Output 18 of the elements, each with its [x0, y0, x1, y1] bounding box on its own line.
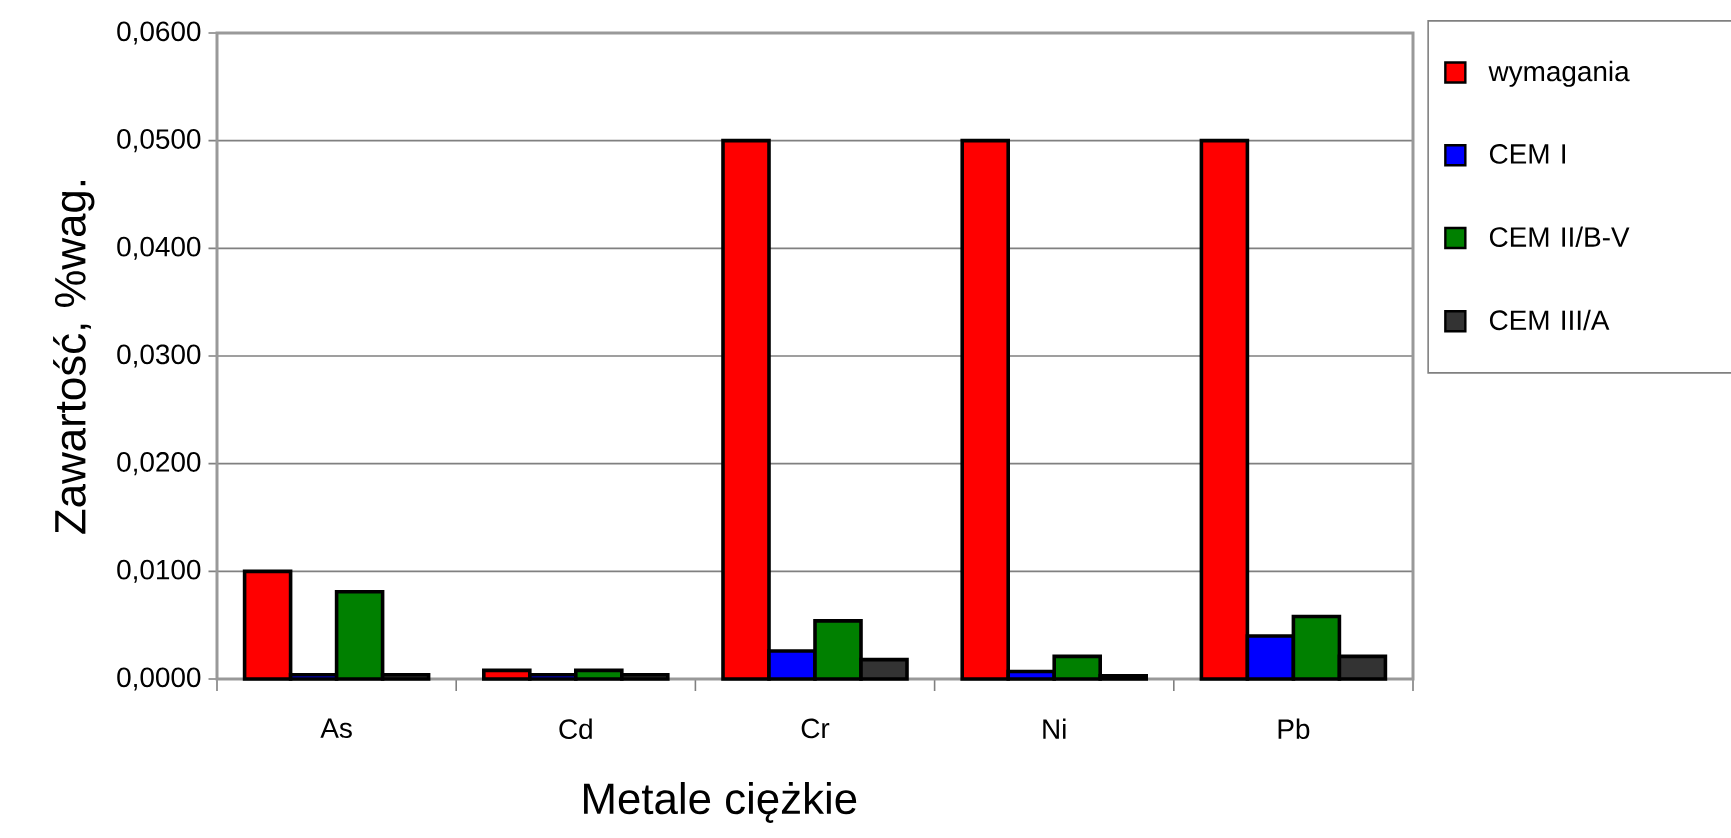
y-axis-title: Zawartość, %wag. [53, 181, 95, 534]
y-tick-label: 0,0100 [117, 559, 201, 583]
x-tick-label: Ni [1043, 718, 1066, 739]
y-tick-label: 0,0600 [117, 21, 201, 45]
y-tick-label: 0,0400 [117, 236, 201, 260]
legend-label: CEM III/A [1489, 309, 1610, 331]
legend-label: CEM I [1489, 144, 1565, 164]
y-tick-label: 0,0000 [117, 667, 201, 691]
y-tick-label: 0,0300 [117, 344, 201, 368]
x-tick-label: Cr [801, 718, 830, 739]
x-axis-title: Metale ciężkie [584, 782, 857, 823]
x-tick-label: Cd [559, 718, 592, 740]
legend-label: wymagania [1488, 60, 1630, 87]
x-tick-label: As [320, 718, 352, 739]
y-tick-label: 0,0200 [117, 452, 201, 476]
y-tick-label: 0,0500 [117, 129, 201, 153]
legend-label: CEM II/B-V [1489, 226, 1630, 247]
x-tick-label: Pb [1278, 718, 1310, 740]
